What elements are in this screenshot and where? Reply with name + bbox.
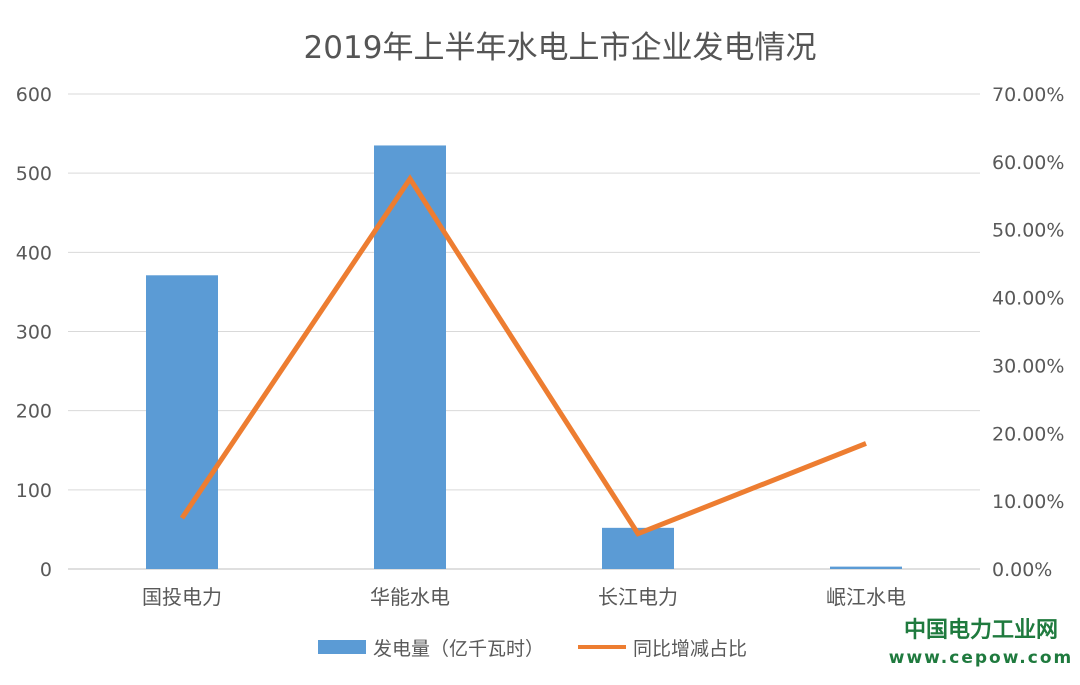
bar <box>146 275 218 569</box>
x-tick-label: 长江电力 <box>598 585 678 609</box>
x-tick-label: 岷江水电 <box>826 585 906 609</box>
y-left-tick-label: 100 <box>16 480 52 502</box>
y-right-tick-label: 60.00% <box>992 152 1064 174</box>
legend-swatch-bar <box>318 640 366 654</box>
y-left-tick-label: 500 <box>16 163 52 185</box>
watermark: 中国电力工业网 www.cepow.com <box>889 618 1074 668</box>
y-right-tick-label: 0.00% <box>992 559 1052 581</box>
legend-label-line: 同比增减占比 <box>633 638 747 660</box>
watermark-url: www.cepow.com <box>889 648 1074 668</box>
y-left-tick-label: 600 <box>16 84 52 106</box>
y-left-tick-label: 200 <box>16 401 52 423</box>
y-left-tick-label: 300 <box>16 322 52 344</box>
x-tick-label: 国投电力 <box>142 585 222 609</box>
bar <box>374 145 446 570</box>
x-tick-label: 华能水电 <box>370 585 450 609</box>
y-right-tick-label: 70.00% <box>992 84 1064 106</box>
y-right-tick-label: 30.00% <box>992 355 1064 377</box>
legend: 发电量（亿千瓦时） 同比增减占比 <box>318 638 747 660</box>
category-labels: 国投电力 华能水电 长江电力 岷江水电 <box>142 585 906 609</box>
y-right-tick-label: 40.00% <box>992 288 1064 310</box>
bar <box>830 566 902 569</box>
watermark-name: 中国电力工业网 <box>904 618 1058 643</box>
y-right-tick-label: 10.00% <box>992 491 1064 513</box>
line-path <box>179 174 867 537</box>
y-left-tick-label: 400 <box>16 242 52 264</box>
y-right-tick-label: 50.00% <box>992 220 1064 242</box>
grid-and-ticks: 0 100 200 300 400 500 600 0.00% 10.00% 20.00% 30.0… <box>16 84 1065 581</box>
y-right-tick-label: 20.00% <box>992 423 1064 445</box>
y-left-tick-label: 0 <box>40 559 52 581</box>
legend-label-bar: 发电量（亿千瓦时） <box>373 638 544 660</box>
chart-title: 2019年上半年水电上市企业发电情况 <box>304 30 817 66</box>
line-series <box>179 174 867 537</box>
